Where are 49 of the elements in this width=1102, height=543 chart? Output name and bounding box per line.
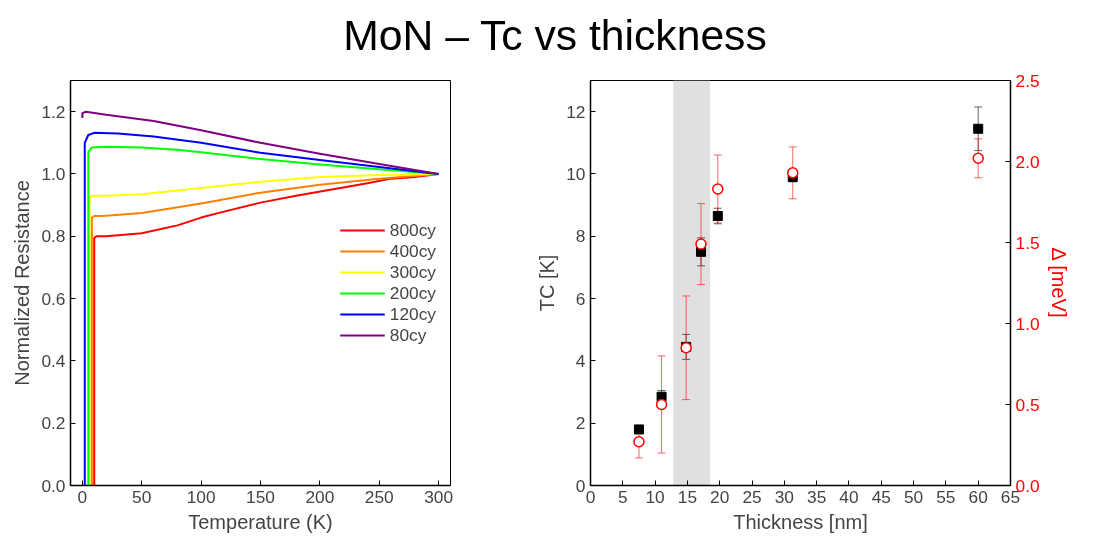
y2-tick-label: 1.5 (1015, 232, 1040, 253)
x-tick-label: 250 (364, 486, 394, 507)
x-tick-label: 200 (305, 486, 335, 507)
x-tick-label: 20 (710, 486, 730, 507)
y2-tick-label: 0.5 (1015, 394, 1040, 415)
y-tick-label: 1.2 (41, 101, 66, 122)
y-axis-title: TC [K] (536, 254, 559, 312)
x-tick-label: 15 (677, 486, 698, 507)
legend-label: 200cy (389, 282, 436, 304)
y-tick-label: 4 (575, 350, 586, 371)
x-tick-label: 50 (903, 486, 924, 507)
x-tick-label: 300 (424, 486, 454, 507)
y-tick-label: 0.4 (41, 350, 66, 371)
x-tick-label: 5 (617, 486, 628, 507)
x-tick-label: 30 (774, 486, 794, 507)
x-axis-title: Temperature (K) (188, 510, 333, 533)
x-tick-label: 60 (968, 486, 988, 507)
y-axis-title: Normalized Resistance (11, 180, 34, 386)
x-tick-label: 150 (246, 486, 275, 507)
y-tick-label: 0.2 (41, 413, 66, 434)
legend-label: 120cy (389, 303, 436, 325)
y-tick-label: 12 (566, 101, 586, 122)
legend-label: 800cy (389, 219, 436, 241)
y-tick-label: 10 (566, 163, 586, 184)
x-tick-label: 35 (807, 486, 827, 507)
y-tick-label: 0.0 (41, 475, 66, 496)
x-tick-label: 0 (77, 486, 88, 507)
y2-tick-label: 2.5 (1015, 70, 1040, 91)
x-tick-label: 25 (742, 486, 762, 507)
y-tick-label: 6 (575, 288, 586, 309)
y-tick-label: 1.0 (41, 163, 66, 184)
y-tick-label: 8 (575, 226, 586, 247)
y2-axis-title: Δ [meV] (1047, 247, 1070, 318)
y-tick-label: 0.8 (41, 226, 66, 247)
x-axis-title: Thickness [nm] (733, 510, 868, 533)
legend-label: 80cy (389, 324, 427, 346)
x-tick-label: 50 (132, 486, 152, 507)
x-tick-label: 100 (186, 486, 216, 507)
text: MoN – Tc vs thickness (343, 10, 767, 61)
x-tick-label: 55 (936, 486, 956, 507)
y2-tick-label: 1.0 (1015, 313, 1040, 334)
x-tick-label: 40 (839, 486, 859, 507)
y-tick-label: 2 (575, 413, 586, 434)
x-tick-label: 10 (645, 486, 665, 507)
x-tick-label: 45 (871, 486, 891, 507)
y-tick-label: 0.6 (41, 288, 66, 309)
y2-tick-label: 2.0 (1015, 151, 1040, 172)
legend-label: 400cy (389, 240, 436, 262)
legend-label: 300cy (389, 261, 436, 283)
